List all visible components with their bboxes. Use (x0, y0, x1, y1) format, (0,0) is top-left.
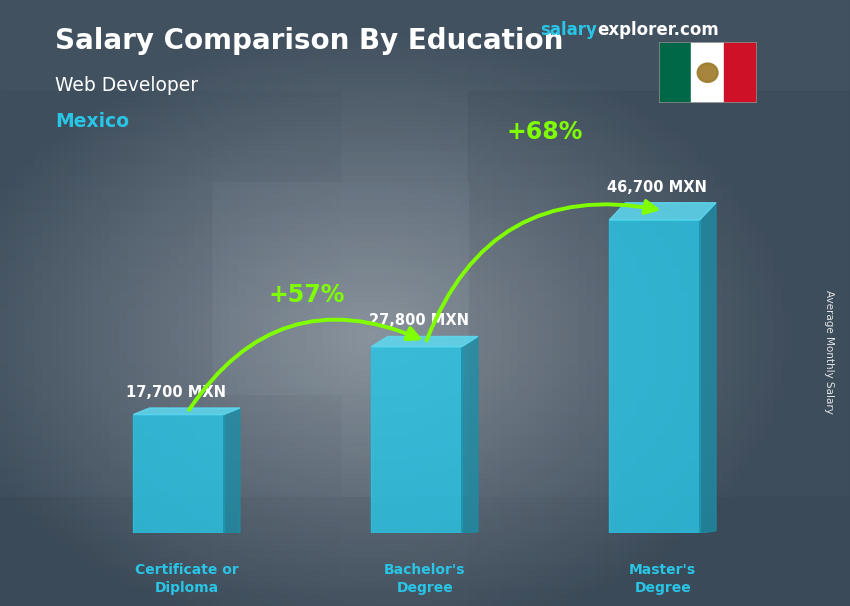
Bar (128, 152, 552, 454)
Text: Salary Comparison By Education: Salary Comparison By Education (55, 27, 564, 55)
Text: Average Monthly Salary: Average Monthly Salary (824, 290, 834, 413)
Bar (609, 220, 700, 533)
Text: Mexico: Mexico (55, 112, 129, 131)
Polygon shape (371, 336, 478, 347)
Polygon shape (700, 203, 716, 533)
Bar (0, 91, 340, 606)
Bar (212, 182, 468, 394)
Polygon shape (224, 408, 240, 533)
Text: Certificate or
Diploma: Certificate or Diploma (135, 564, 239, 594)
Text: 27,800 MXN: 27,800 MXN (369, 313, 469, 328)
Bar (0, 497, 850, 606)
Bar (691, 42, 724, 103)
Bar (371, 347, 462, 533)
Text: Master's
Degree: Master's Degree (629, 564, 696, 594)
Text: 17,700 MXN: 17,700 MXN (126, 385, 226, 400)
Bar (659, 42, 691, 103)
Text: +57%: +57% (269, 282, 345, 307)
Text: +68%: +68% (507, 120, 583, 144)
Bar (468, 91, 850, 606)
Bar (724, 42, 756, 103)
Bar (133, 415, 224, 533)
Text: 46,700 MXN: 46,700 MXN (607, 179, 706, 195)
Circle shape (697, 63, 718, 82)
Polygon shape (133, 408, 240, 415)
Text: explorer.com: explorer.com (598, 21, 719, 39)
Text: salary: salary (540, 21, 597, 39)
Text: Bachelor's
Degree: Bachelor's Degree (384, 564, 466, 594)
Polygon shape (609, 203, 716, 220)
Polygon shape (462, 336, 478, 533)
Circle shape (699, 64, 717, 81)
Text: Web Developer: Web Developer (55, 76, 198, 95)
